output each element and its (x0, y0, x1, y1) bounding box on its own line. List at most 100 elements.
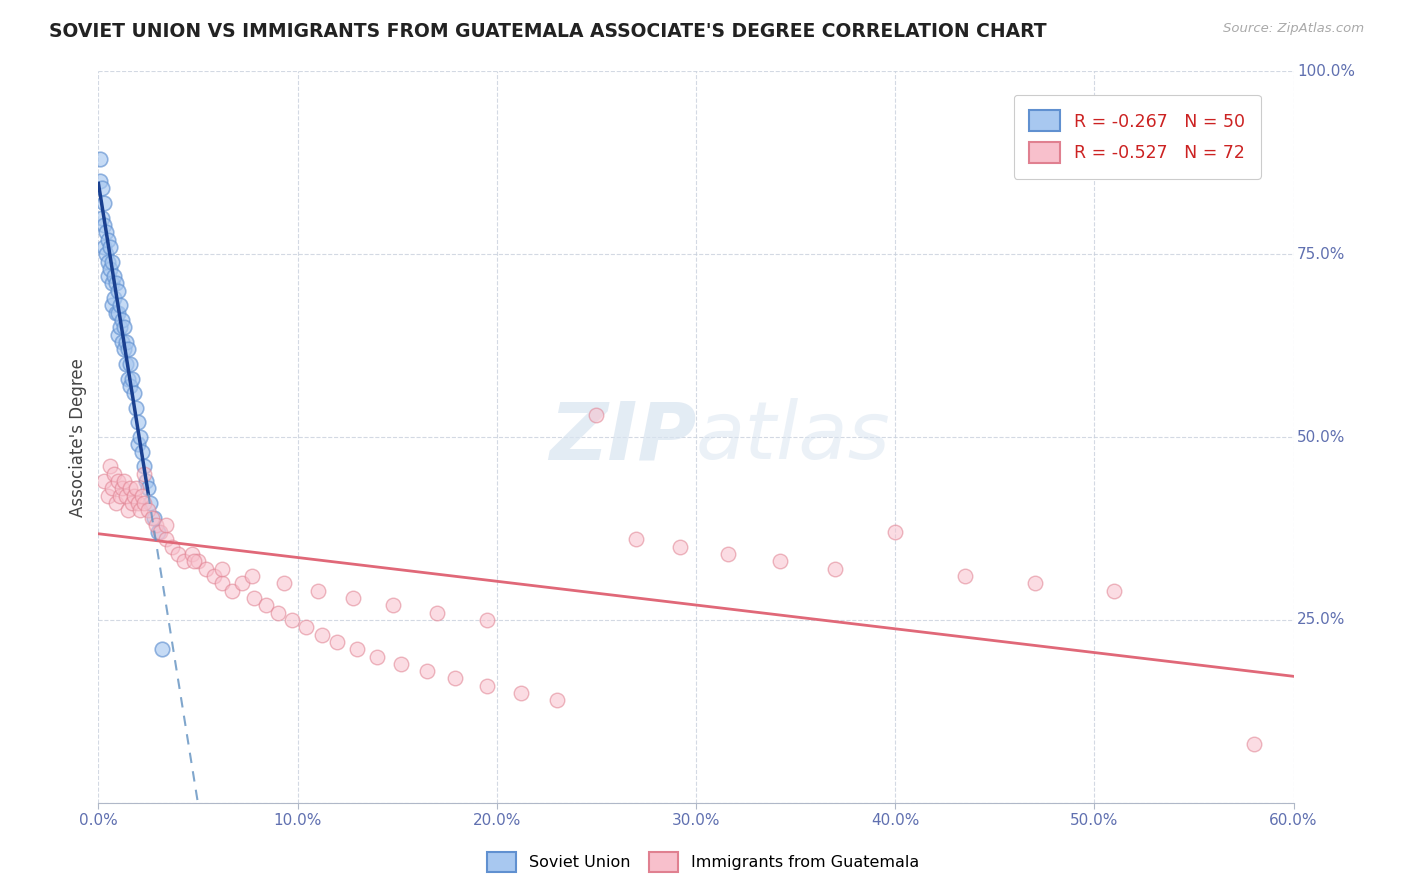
Point (97, 254, 120, 268)
Text: 100.0%: 100.0% (1298, 64, 1355, 78)
Point (211, 576, 233, 591)
Point (110, 298, 132, 312)
Point (120, 481, 142, 495)
Point (110, 320, 132, 334)
Point (416, 664, 439, 678)
Point (110, 489, 132, 503)
Point (124, 489, 146, 503)
Point (824, 562, 846, 576)
Point (125, 401, 148, 415)
Point (101, 277, 124, 291)
Point (97, 233, 120, 247)
Point (103, 269, 125, 284)
Point (107, 306, 129, 320)
Point (121, 371, 143, 385)
Point (124, 386, 146, 401)
Text: SOVIET UNION VS IMMIGRANTS FROM GUATEMALA ASSOCIATE'S DEGREE CORRELATION CHART: SOVIET UNION VS IMMIGRANTS FROM GUATEMAL… (49, 22, 1047, 41)
Point (221, 583, 243, 598)
Point (254, 599, 277, 613)
Point (125, 481, 148, 495)
Point (101, 298, 124, 312)
Point (101, 254, 124, 268)
Point (112, 320, 135, 334)
Point (93, 196, 115, 211)
Point (115, 489, 138, 503)
Point (382, 599, 405, 613)
Point (117, 343, 139, 357)
Point (115, 357, 138, 371)
Text: 75.0%: 75.0% (1298, 247, 1346, 261)
Point (769, 554, 792, 568)
Point (136, 481, 159, 495)
Point (89, 152, 111, 166)
Text: 25.0%: 25.0% (1298, 613, 1346, 627)
Point (97, 489, 120, 503)
Point (105, 306, 128, 320)
Point (326, 635, 349, 649)
Point (585, 408, 607, 422)
Point (91, 181, 114, 195)
Point (105, 277, 128, 291)
Legend: R = -0.267   N = 50, R = -0.527   N = 72: R = -0.267 N = 50, R = -0.527 N = 72 (1014, 95, 1261, 178)
Point (342, 591, 364, 605)
Point (93, 474, 115, 488)
Point (127, 496, 149, 510)
Y-axis label: Associate's Degree: Associate's Degree (69, 358, 87, 516)
Text: ZIP: ZIP (548, 398, 696, 476)
Point (98, 261, 122, 276)
Point (173, 554, 195, 568)
Point (475, 679, 498, 693)
Point (1024, 576, 1046, 591)
Point (155, 533, 177, 547)
Point (107, 327, 129, 342)
Point (98, 459, 122, 474)
Point (311, 627, 333, 641)
Point (136, 503, 159, 517)
Point (139, 496, 162, 510)
Point (150, 642, 173, 657)
Point (149, 525, 172, 540)
Point (96, 225, 118, 239)
Point (107, 284, 129, 298)
Point (120, 379, 142, 393)
Point (129, 430, 152, 444)
Point (509, 686, 531, 700)
Text: 50.0%: 50.0% (1298, 430, 1346, 444)
Point (1243, 737, 1265, 751)
Point (103, 467, 125, 481)
Point (117, 503, 139, 517)
Point (97, 269, 120, 284)
Point (134, 496, 156, 510)
Text: atlas: atlas (696, 398, 891, 476)
Point (91, 211, 114, 225)
Point (273, 576, 295, 591)
Point (669, 540, 692, 554)
Point (626, 533, 648, 547)
Point (240, 569, 263, 583)
Point (112, 343, 135, 357)
Point (183, 554, 205, 568)
Point (366, 649, 388, 664)
Point (98, 240, 122, 254)
Point (107, 474, 129, 488)
Point (115, 334, 138, 349)
Point (141, 510, 163, 524)
Point (111, 481, 134, 495)
Point (546, 693, 568, 707)
Point (105, 496, 128, 510)
Point (127, 437, 149, 451)
Point (129, 503, 152, 517)
Point (121, 496, 143, 510)
Point (181, 547, 204, 561)
Point (160, 540, 183, 554)
Point (884, 525, 907, 540)
Point (127, 416, 149, 430)
Text: Source: ZipAtlas.com: Source: ZipAtlas.com (1223, 22, 1364, 36)
Point (231, 576, 253, 591)
Point (294, 620, 316, 634)
Point (195, 562, 218, 576)
Point (187, 554, 209, 568)
Point (155, 517, 177, 532)
Point (96, 247, 118, 261)
Point (117, 371, 139, 385)
